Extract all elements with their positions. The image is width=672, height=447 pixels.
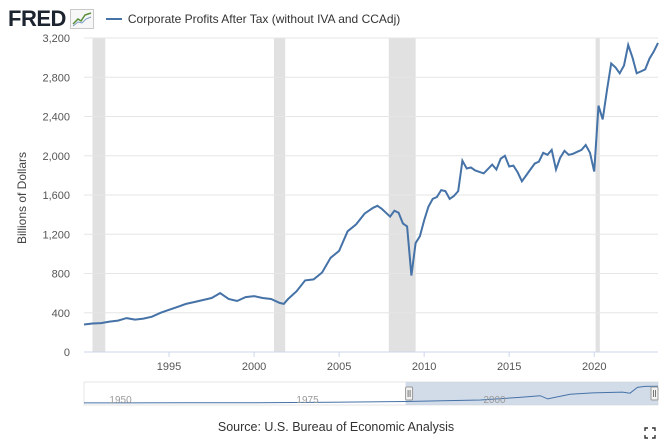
y-tick-label: 2,000 xyxy=(42,151,70,163)
x-tick-label: 2000 xyxy=(242,361,266,373)
x-tick-label: 2005 xyxy=(327,361,351,373)
source-note: Source: U.S. Bureau of Economic Analysis xyxy=(217,420,455,434)
y-tick-label: 2,400 xyxy=(42,112,70,124)
x-tick-label: 2015 xyxy=(497,361,521,373)
y-tick-label: 800 xyxy=(52,269,70,281)
series-line[interactable] xyxy=(83,41,659,326)
y-tick-label: 3,200 xyxy=(42,33,70,45)
navigator-right-handle[interactable] xyxy=(650,386,659,401)
fullscreen-icon[interactable] xyxy=(644,427,656,439)
navigator-selection[interactable] xyxy=(405,382,658,405)
x-tick-label: 2010 xyxy=(412,361,436,373)
navigator-tick-label: 1975 xyxy=(296,395,319,406)
x-tick-label: 1995 xyxy=(157,361,181,373)
y-axis-label: Billions of Dollars xyxy=(15,152,29,244)
navigator-tick-label: 1950 xyxy=(109,395,132,406)
navigator-tick-label: 2000 xyxy=(483,395,506,406)
y-tick-label: 1,200 xyxy=(42,229,70,241)
fred-logo[interactable]: FRED xyxy=(8,6,66,31)
line-chart-icon xyxy=(69,9,94,29)
x-axis-ticks: 1995 2000 2005 2010 2015 2020 xyxy=(157,352,606,373)
navigator-left-handle[interactable] xyxy=(405,386,414,401)
grid-lines xyxy=(84,37,658,353)
legend[interactable]: Corporate Profits After Tax (without IVA… xyxy=(105,12,401,26)
range-navigator[interactable]: 1950 1975 2000 xyxy=(83,381,659,406)
y-tick-label: 0 xyxy=(64,347,70,359)
y-tick-label: 2,800 xyxy=(42,72,70,84)
y-tick-label: 1,600 xyxy=(42,190,70,202)
navigator-series-line xyxy=(83,385,659,404)
y-tick-label: 400 xyxy=(52,308,70,320)
legend-swatch xyxy=(105,18,122,20)
x-tick-label: 2020 xyxy=(582,361,606,373)
chart-header: FRED Corporate Profits After Tax (withou… xyxy=(8,4,400,34)
legend-label: Corporate Profits After Tax (without IVA… xyxy=(127,12,401,26)
y-axis-ticks: 0 400 800 1,200 1,600 2,000 2,400 2,800 3,200 xyxy=(42,33,70,359)
